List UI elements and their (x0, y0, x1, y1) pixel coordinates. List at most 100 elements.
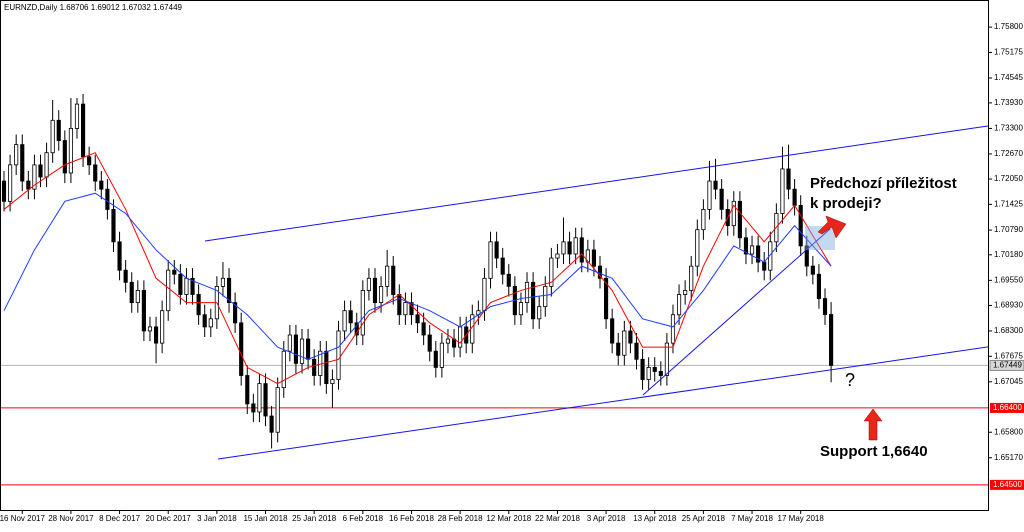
y-tick-label: 1.70790 (994, 225, 1023, 234)
trendline (642, 228, 831, 396)
candle-body (695, 229, 700, 267)
candle-body (415, 314, 420, 324)
y-tick-label: 1.70180 (994, 250, 1023, 259)
candle-body (330, 379, 335, 385)
candle-body (555, 253, 560, 259)
channel-lower (217, 346, 988, 460)
candle-body (226, 277, 232, 303)
candle-body (336, 330, 341, 380)
candle-body (1, 180, 7, 202)
candle-body (798, 204, 803, 247)
x-tick-label: 3 Jan 2018 (197, 514, 237, 523)
annotation-line: k prodeji? (810, 195, 882, 212)
moving-average (3, 152, 832, 385)
annotation-question: ? (845, 370, 855, 390)
candle-body (275, 387, 280, 433)
candle-body (178, 273, 183, 295)
annotation-line: Předchozí příležitost (810, 175, 957, 192)
candle-body (105, 188, 110, 210)
candle-body (372, 277, 378, 303)
plot-border (0, 0, 989, 511)
candle-body (172, 269, 177, 275)
candle-body (26, 180, 31, 190)
candle-body (202, 314, 207, 328)
moving-averages (3, 152, 832, 385)
close: 1.67449 (153, 3, 182, 12)
candle-body (87, 156, 92, 166)
x-tick-label: 6 Feb 2018 (343, 514, 384, 523)
x-tick-label: 13 Apr 2018 (633, 514, 677, 523)
x-tick-label: 8 Dec 2017 (99, 514, 140, 523)
candle-body (822, 298, 828, 315)
candle-body (658, 371, 663, 376)
candle-body (360, 290, 365, 336)
trendlines (204, 125, 988, 460)
candle-body (166, 269, 171, 312)
candle-body (135, 290, 140, 303)
x-tick-label: 25 Apr 2018 (682, 514, 726, 523)
candle-body (251, 403, 256, 413)
candle-body (233, 302, 238, 324)
level-label: 1.64500 (993, 480, 1022, 489)
candle-body (786, 168, 791, 190)
candle-body (184, 277, 189, 295)
candle-body (99, 180, 104, 190)
candle-body (348, 310, 353, 324)
chart-header: EURNZD,Daily 1.68706 1.69012 1.67032 1.6… (4, 3, 183, 12)
candle-body (756, 245, 761, 263)
candle-body (117, 241, 122, 271)
channel-upper (204, 125, 988, 242)
candle-body (68, 128, 73, 174)
candle-body (312, 358, 317, 376)
x-tick-label: 28 Feb 2018 (438, 514, 483, 523)
candle-body (445, 338, 451, 344)
candle-body (439, 342, 444, 368)
candle-body (731, 200, 736, 227)
candle-body (610, 318, 615, 344)
y-tick-label: 1.74545 (994, 73, 1023, 82)
x-tick-label: 16 Nov 2017 (0, 514, 45, 523)
candle-body (683, 290, 688, 295)
x-tick-label: 22 Mar 2018 (535, 514, 580, 523)
candle-body (366, 277, 371, 291)
candle-body (701, 209, 706, 231)
open: 1.68706 (60, 3, 89, 12)
y-tick-label: 1.65170 (994, 453, 1023, 462)
candle-body (44, 152, 49, 178)
candle-body (147, 326, 153, 332)
candle-body (299, 338, 305, 364)
x-tick-label: 7 May 2018 (731, 514, 773, 523)
candles (1, 93, 834, 449)
candle-body (768, 241, 773, 271)
candle-body (537, 306, 542, 320)
arrow-sell (817, 215, 847, 239)
current-price-label: 1.67449 (993, 361, 1022, 370)
candle-body (433, 350, 438, 368)
candle-body (579, 237, 584, 263)
candle-body (640, 358, 645, 380)
y-tick-label: 1.72050 (994, 174, 1023, 183)
candle-body (306, 338, 311, 360)
y-tick-label: 1.73300 (994, 124, 1023, 133)
candle-body (792, 188, 797, 206)
candle-body (421, 322, 426, 336)
candle-body (561, 241, 566, 255)
candle-body (56, 119, 61, 141)
candle-body (689, 265, 694, 291)
symbol: EURNZD,Daily (4, 3, 57, 12)
candle-body (567, 241, 572, 255)
y-tick-label: 1.67675 (994, 351, 1023, 360)
candle-body (622, 330, 627, 356)
candle-body (190, 277, 195, 295)
level-label: 1.66400 (993, 403, 1022, 412)
candle-body (543, 285, 548, 308)
candle-body (780, 168, 785, 214)
candle-body (488, 241, 493, 279)
candle-body (293, 334, 298, 364)
candle-body (749, 245, 755, 255)
low: 1.67032 (122, 3, 151, 12)
candle-body (220, 277, 226, 287)
y-tick-label: 1.71425 (994, 199, 1023, 208)
candle-body (531, 281, 536, 320)
candle-body (93, 164, 98, 182)
